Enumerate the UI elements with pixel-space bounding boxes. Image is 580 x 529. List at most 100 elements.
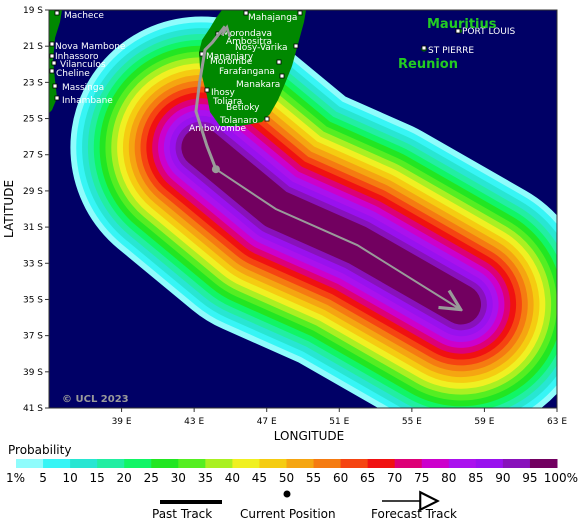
probability-swath	[70, 16, 557, 408]
color-bar-label: 90	[495, 471, 510, 485]
color-bar-segment	[151, 459, 179, 468]
lon-tick-label: 63 E	[547, 417, 567, 427]
color-bar-segment	[43, 459, 71, 468]
plot-frame	[48, 9, 558, 409]
color-bar-segment	[16, 459, 44, 468]
lat-tick-label: 27 S	[23, 151, 43, 161]
color-bar-label: 85	[468, 471, 483, 485]
lat-tick-label: 41 S	[23, 404, 43, 414]
color-bar-label: 35	[198, 471, 213, 485]
color-bar-label: 55	[306, 471, 321, 485]
place-labels: Machece Nova Mambone Inhassoro Vilanculo…	[49, 10, 515, 134]
legend-title: Probability	[8, 443, 71, 457]
lon-tick-label: 39 E	[112, 417, 132, 427]
color-bar-label: 40	[225, 471, 240, 485]
color-bar-segment	[529, 459, 558, 468]
color-bar-label: 20	[117, 471, 132, 485]
place-ambositra: Ambositra	[226, 37, 272, 47]
color-bar-label: 25	[144, 471, 159, 485]
color-bar-segment	[286, 459, 315, 468]
lat-tick-label: 35 S	[23, 295, 43, 305]
latitude-axis-title: LATITUDE	[2, 180, 16, 238]
place-mahajanga: Mahajanga	[248, 13, 297, 23]
island-label-reunion: Reunion	[398, 57, 458, 72]
place-farafangana: Farafangana	[219, 67, 275, 77]
place-inhassoro: Inhassoro	[55, 52, 99, 62]
lat-tick-label: 39 S	[23, 368, 43, 378]
color-bar-label: 80	[441, 471, 456, 485]
color-bar-segment	[205, 459, 233, 468]
past-track-line	[194, 25, 227, 170]
cyclone-track	[194, 24, 459, 308]
color-bar-label: 70	[387, 471, 402, 485]
forecast-track-line	[215, 168, 459, 308]
color-bar-segment	[394, 459, 423, 468]
color-bar-label: 45	[252, 471, 267, 485]
color-bar-label: 30	[171, 471, 186, 485]
place-machece: Machece	[64, 11, 104, 21]
color-bar-segment	[475, 459, 504, 468]
place-morombe: Morombe	[210, 57, 253, 67]
place-inhambane: Inhambane	[62, 96, 113, 106]
lat-tick-label: 21 S	[23, 42, 43, 52]
current-position-marker	[211, 165, 220, 174]
lon-tick-label: 47 E	[257, 417, 277, 427]
track-key: Past Track Current Position Forecast Tra…	[152, 490, 457, 521]
place-tolanaro: Tolanaro	[219, 116, 258, 126]
color-bar-segment	[70, 459, 98, 468]
color-bar-segment	[340, 459, 369, 468]
color-bar-label: 100%	[544, 471, 578, 485]
past-track-arrowhead	[220, 24, 232, 38]
past-track-key-label: Past Track	[152, 507, 212, 521]
lat-tick-label: 19 S	[23, 6, 43, 16]
color-bar-label: 5	[39, 471, 47, 485]
color-bar-label: 65	[360, 471, 375, 485]
lon-tick-label: 51 E	[329, 417, 349, 427]
color-bar-segment	[97, 459, 125, 468]
island-label-mauritius: Mauritius	[427, 17, 497, 32]
place-ambovombe: Ambovombe	[189, 124, 246, 134]
color-bar-segment	[421, 459, 450, 468]
place-nosy-varika: Nosy-Varika	[235, 43, 288, 53]
place-vilanculos: Vilanculos	[60, 60, 106, 70]
lon-tick-label: 59 E	[474, 417, 494, 427]
lon-tick-label: 55 E	[402, 417, 422, 427]
color-bar-label: 10	[62, 471, 77, 485]
place-manakara: Manakara	[236, 80, 280, 90]
lat-tick-label: 25 S	[23, 115, 43, 125]
longitude-axis: 39 E 43 E 47 E 51 E 55 E 59 E 63 E	[112, 408, 567, 427]
lat-tick-label: 23 S	[23, 78, 43, 88]
color-bar-segment	[502, 459, 531, 468]
lat-tick-label: 33 S	[23, 259, 43, 269]
color-bar-segment	[313, 459, 342, 468]
color-bar-label: 1%	[6, 471, 25, 485]
probability-color-bar	[16, 459, 558, 468]
place-port-louis: PORT LOUIS	[462, 27, 515, 37]
color-bar-label: 75	[414, 471, 429, 485]
lat-tick-label: 37 S	[23, 332, 43, 342]
place-cheline: Cheline	[56, 69, 90, 79]
lon-tick-label: 43 E	[184, 417, 204, 427]
current-position-key-label: Current Position	[240, 507, 336, 521]
color-bar-label: 60	[333, 471, 348, 485]
longitude-axis-title: LONGITUDE	[274, 429, 344, 443]
copyright-label: © UCL 2023	[62, 394, 129, 405]
place-mananjary: Mananjary	[206, 52, 254, 62]
place-betioky: Betioky	[226, 103, 260, 113]
latitude-axis: 19 S 21 S 23 S 25 S 27 S 29 S 31 S 33 S 35 S 37 S…	[23, 6, 49, 414]
color-bar-segment	[178, 459, 206, 468]
forecast-track-key-label: Forecast Track	[371, 507, 457, 521]
lat-tick-label: 29 S	[23, 187, 43, 197]
color-bar-segment	[232, 459, 260, 468]
color-bar-label: 95	[522, 471, 537, 485]
land-mozambique	[49, 10, 62, 113]
color-bar-segment	[448, 459, 477, 468]
color-bar-label: 15	[90, 471, 105, 485]
place-massinga: Massinga	[62, 83, 104, 93]
current-position-key-dot	[283, 490, 291, 498]
place-ihosy: Ihosy	[211, 88, 236, 98]
color-bar-segment	[259, 459, 287, 468]
place-morondava: Morondava	[222, 29, 272, 39]
place-nova-mambone: Nova Mambone	[55, 42, 126, 52]
